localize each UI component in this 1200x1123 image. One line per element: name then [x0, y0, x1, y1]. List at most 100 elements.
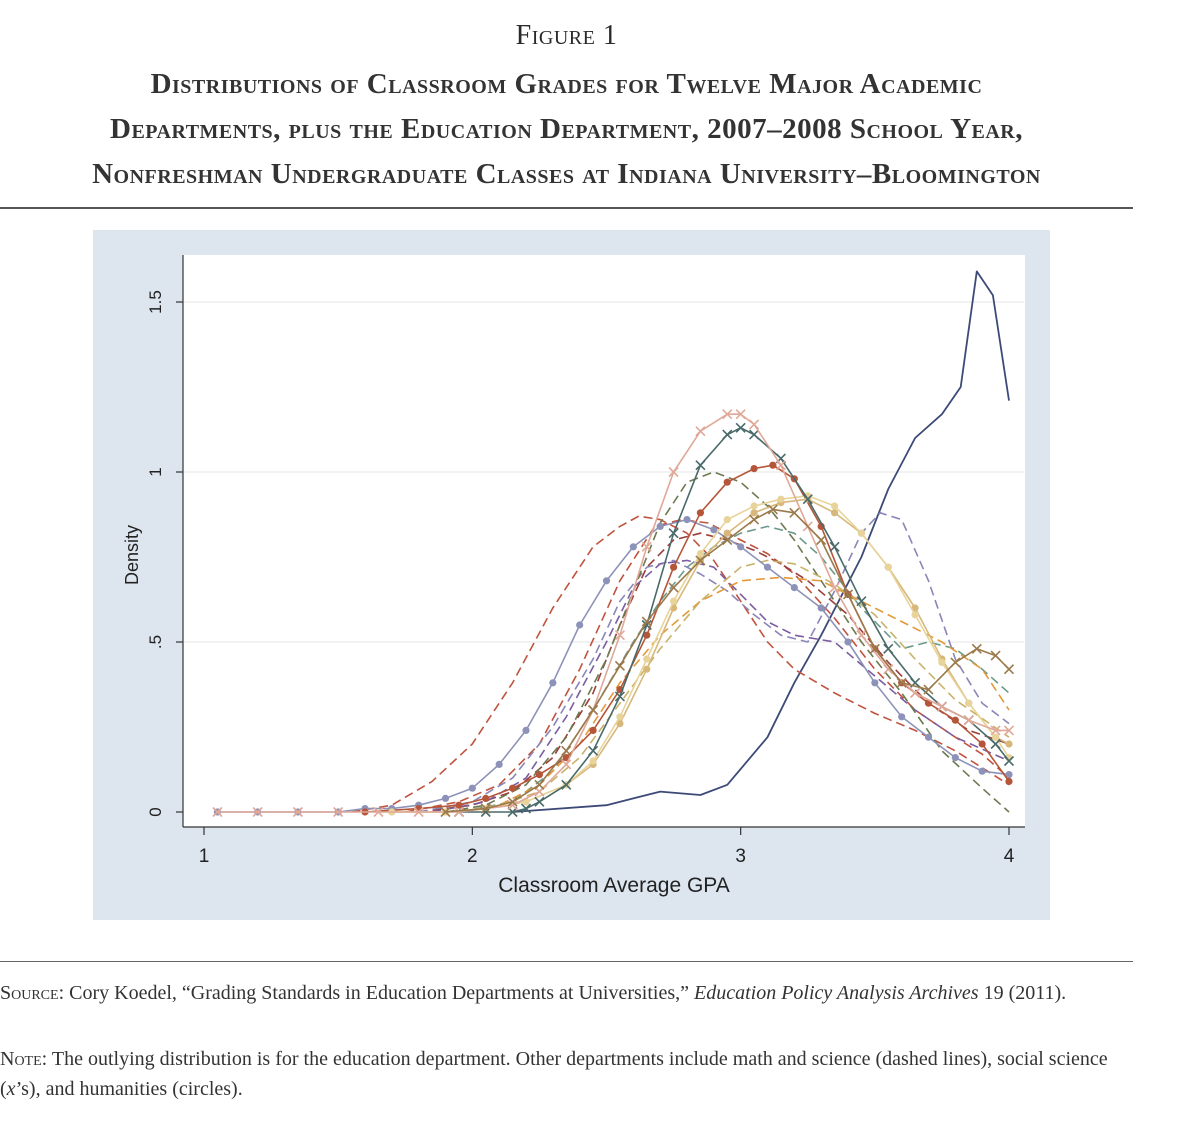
series-17-marker-10: [722, 534, 733, 546]
series-17-marker-19: [950, 657, 961, 668]
series-16-marker-24: [910, 687, 921, 699]
series-15-marker-7: [614, 691, 625, 702]
series-16-marker-14: [668, 466, 679, 478]
note-caption: Note: The outlying distribution is for t…: [0, 1044, 1133, 1104]
series-15-marker-16: [829, 541, 840, 552]
series-17-marker-7: [641, 616, 652, 627]
figure-label: Figure 1: [515, 20, 618, 51]
series-17-marker-17: [896, 677, 907, 688]
source-label: Source:: [0, 982, 65, 1004]
series-17-marker-14: [816, 534, 827, 546]
series-16-marker-28: [1003, 725, 1015, 736]
series-11-marker-9: [495, 760, 503, 769]
note-label: Note:: [0, 1048, 48, 1070]
series-13-marker-14: [830, 509, 839, 517]
series-14-marker-11: [750, 502, 758, 510]
note-x-italic: x: [6, 1078, 16, 1100]
y-tick-label-2: 1: [146, 467, 165, 476]
series-10-line: [458, 559, 1010, 813]
series-3: [405, 518, 1010, 813]
series-17-marker-8: [668, 582, 679, 593]
series-17-marker-5: [588, 704, 599, 716]
series-1-line: [512, 270, 1010, 813]
series-16-marker-18: [749, 419, 760, 430]
series-12-marker-7: [589, 726, 597, 735]
series-11-marker-24: [898, 713, 906, 721]
figure-title: Distributions of Classroom Grades for Tw…: [0, 62, 1133, 197]
source-text-after: 19 (2011).: [978, 982, 1067, 1004]
series-17-marker-4: [561, 745, 572, 756]
series-11-marker-26: [951, 754, 959, 762]
y-tick-label-0: 0: [146, 807, 165, 816]
series-16-marker-16: [722, 409, 733, 420]
x-tick-label-1: 2: [467, 846, 478, 867]
series-12-marker-10: [669, 563, 678, 571]
series-11-marker-7: [441, 794, 450, 803]
figure-title-line-3: Nonfreshman Undergraduate Classes at Ind…: [92, 158, 1041, 190]
series-11-marker-17: [710, 526, 718, 534]
series-17-marker-16: [869, 643, 880, 654]
series-17-marker-12: [767, 504, 778, 515]
series-15-marker-10: [695, 460, 706, 471]
figure-title-line-1: Distributions of Classroom Grades for Tw…: [150, 68, 983, 100]
series-14-line: [391, 495, 1010, 813]
series-6-line: [431, 559, 1010, 813]
series-16-marker-1: [252, 806, 263, 818]
series-2-line: [351, 515, 1010, 813]
source-journal: Education Policy Analysis Archives: [693, 982, 979, 1004]
figure-title-line-2: Departments, plus the Education Departme…: [110, 113, 1023, 145]
series-15-marker-11: [722, 429, 733, 440]
y-tick-label-3: 1.5: [146, 290, 165, 314]
series-15-marker-17: [856, 596, 867, 607]
series-11-marker-20: [790, 584, 798, 592]
series-lines: [212, 270, 1015, 818]
series-15-marker-12: [735, 422, 746, 433]
series-15-marker-23: [1003, 755, 1015, 767]
series-16-marker-25: [936, 701, 947, 712]
top-rule: [0, 207, 1133, 209]
series-17-marker-21: [990, 650, 1001, 661]
series-16-marker-0: [212, 806, 223, 818]
series-14-marker-5: [589, 757, 597, 765]
series-12-marker-9: [643, 631, 651, 639]
series-14-marker-8: [669, 597, 678, 605]
series-11-marker-22: [844, 638, 852, 646]
series-15-marker-18: [883, 643, 894, 654]
y-axis-label: Density: [122, 525, 142, 585]
series-17-marker-22: [1003, 664, 1015, 675]
series-13-marker-17: [911, 604, 919, 612]
series-14-marker-16: [884, 563, 892, 571]
series-13-marker-7: [643, 665, 651, 673]
series-17-marker-13: [789, 507, 800, 518]
series-11-marker-16: [683, 516, 691, 524]
series-14-marker-6: [616, 713, 624, 721]
series-17: [440, 504, 1015, 818]
source-text-before: Cory Koedel, “Grading Standards in Educa…: [64, 982, 694, 1004]
series-11-marker-12: [576, 621, 584, 629]
x-tick-label-0: 1: [199, 846, 210, 867]
note-text-part2: ’s), and humanities (circles).: [15, 1078, 243, 1100]
series-15-marker-3: [520, 803, 532, 814]
series-6: [431, 559, 1010, 813]
series-15-marker-15: [802, 494, 813, 505]
series-17-marker-6: [614, 660, 625, 671]
series-14-marker-7: [643, 655, 651, 663]
series-11-marker-19: [763, 563, 772, 571]
series-17-marker-20: [971, 643, 982, 654]
series-11-marker-27: [978, 767, 986, 775]
series-16-marker-3: [333, 806, 344, 818]
series-11-marker-10: [522, 726, 530, 735]
series-16-marker-4: [373, 806, 384, 818]
series-5-line: [418, 511, 1010, 813]
series-16-marker-12: [614, 630, 625, 641]
bottom-rule: [0, 961, 1133, 962]
note-text-part1: The outlying distribution is for the edu…: [0, 1048, 1108, 1100]
series-15-marker-9: [668, 528, 679, 539]
series-13-marker-10: [723, 529, 731, 537]
series-14-marker-15: [857, 529, 866, 537]
series-16-marker-21: [829, 582, 840, 593]
series-17-marker-0: [440, 806, 451, 818]
series-14-marker-20: [991, 733, 1000, 741]
series-15-marker-5: [561, 779, 572, 790]
source-caption: Source: Cory Koedel, “Grading Standards …: [0, 978, 1133, 1008]
